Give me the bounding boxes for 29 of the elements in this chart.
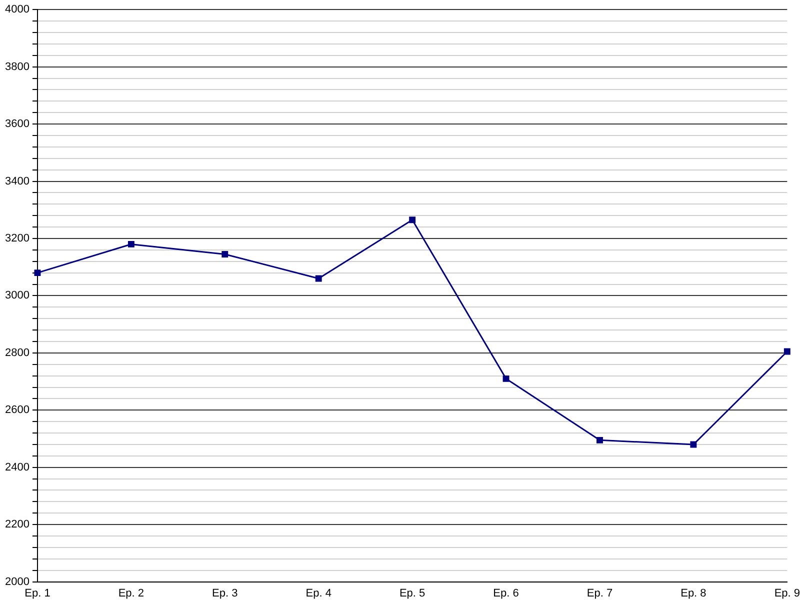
y-tick-label: 3600 (4, 118, 30, 130)
x-tick-label: Ep. 5 (399, 587, 426, 600)
point (690, 441, 697, 448)
point (409, 216, 416, 224)
x-tick-label: Ep. 7 (586, 587, 613, 600)
y-tick-label: 2600 (4, 404, 30, 416)
x-tick-label: Ep. 9 (774, 587, 800, 600)
y-tick-label: 3200 (4, 232, 30, 245)
y-tick-label: 3400 (4, 175, 30, 188)
x-tick-label: Ep. 1 (24, 587, 50, 600)
y-tick-label: 3000 (4, 290, 30, 302)
point (128, 240, 134, 248)
point (315, 275, 322, 282)
y-tick-label: 4000 (4, 4, 30, 16)
point (222, 250, 228, 258)
x-tick-label: Ep. 4 (306, 587, 332, 600)
x-tick-label: Ep. 3 (212, 587, 238, 600)
y-tick-label: 3800 (4, 60, 30, 73)
x-tick-label: Ep. 8 (680, 587, 706, 600)
x-tick-label: Ep. 2 (118, 587, 144, 600)
x-tick-label: Ep. 6 (493, 587, 519, 600)
y-tick-label: 2800 (4, 346, 30, 359)
point (596, 436, 603, 444)
point (34, 270, 41, 276)
y-tick-label: 2400 (4, 461, 30, 474)
point (784, 348, 790, 355)
y-tick-label: 2200 (4, 518, 30, 531)
y-tick-label: 2000 (4, 576, 30, 588)
point (502, 375, 510, 382)
